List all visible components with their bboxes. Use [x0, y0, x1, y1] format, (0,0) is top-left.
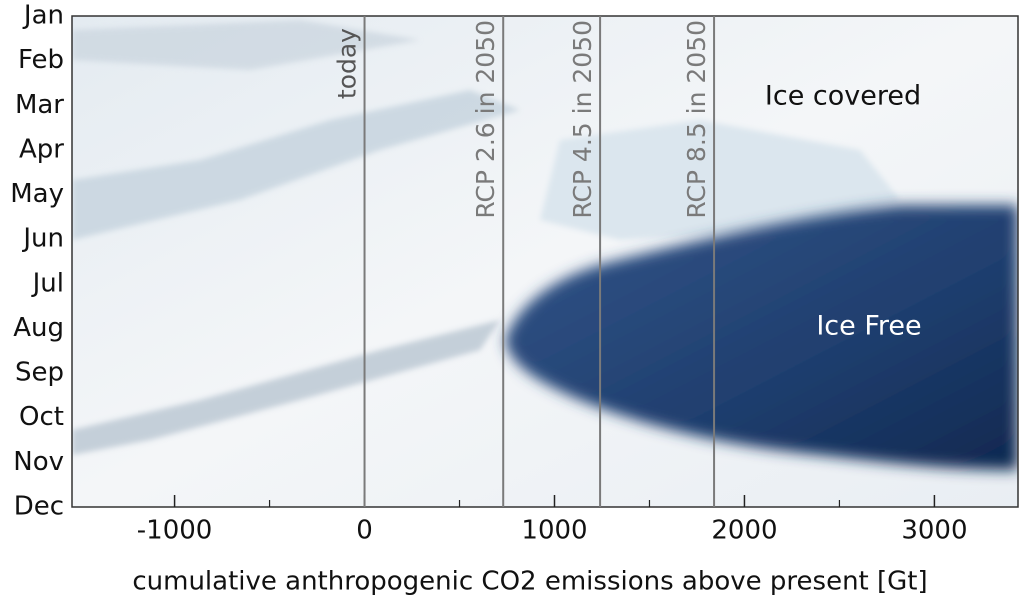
x-tick-label: 2000 [711, 516, 777, 546]
y-tick-label: Nov [13, 447, 64, 477]
y-tick-label: Mar [15, 90, 64, 120]
reference-line-label: RCP 4.5 in 2050 [568, 20, 597, 219]
annotation: Ice Free [816, 311, 921, 342]
x-tick-label: 0 [356, 516, 373, 546]
reference-line-label: RCP 2.6 in 2050 [471, 20, 500, 219]
reference-line-label: RCP 8.5 in 2050 [682, 20, 711, 219]
reference-line-label: today [333, 28, 362, 99]
plot-frame [71, 15, 1019, 508]
y-tick-label: Aug [13, 313, 64, 343]
x-axis-label: cumulative anthropogenic CO2 emissions a… [132, 567, 927, 597]
y-tick-label: Sep [15, 358, 64, 388]
y-tick-label: Feb [18, 45, 64, 75]
annotation: Ice covered [765, 81, 921, 112]
y-tick-label: Dec [14, 492, 64, 522]
y-tick-label: Jun [21, 224, 64, 254]
y-tick-label: May [10, 179, 64, 209]
x-tick-label: -1000 [137, 516, 213, 546]
y-tick-label: Jul [31, 268, 64, 298]
x-tick-label: 1000 [521, 516, 587, 546]
y-tick-label: Oct [19, 402, 64, 432]
background-photo [72, 16, 1018, 507]
y-tick-label: Apr [19, 134, 64, 164]
y-tick-label: Jan [22, 1, 64, 31]
x-tick-label: 3000 [901, 516, 967, 546]
